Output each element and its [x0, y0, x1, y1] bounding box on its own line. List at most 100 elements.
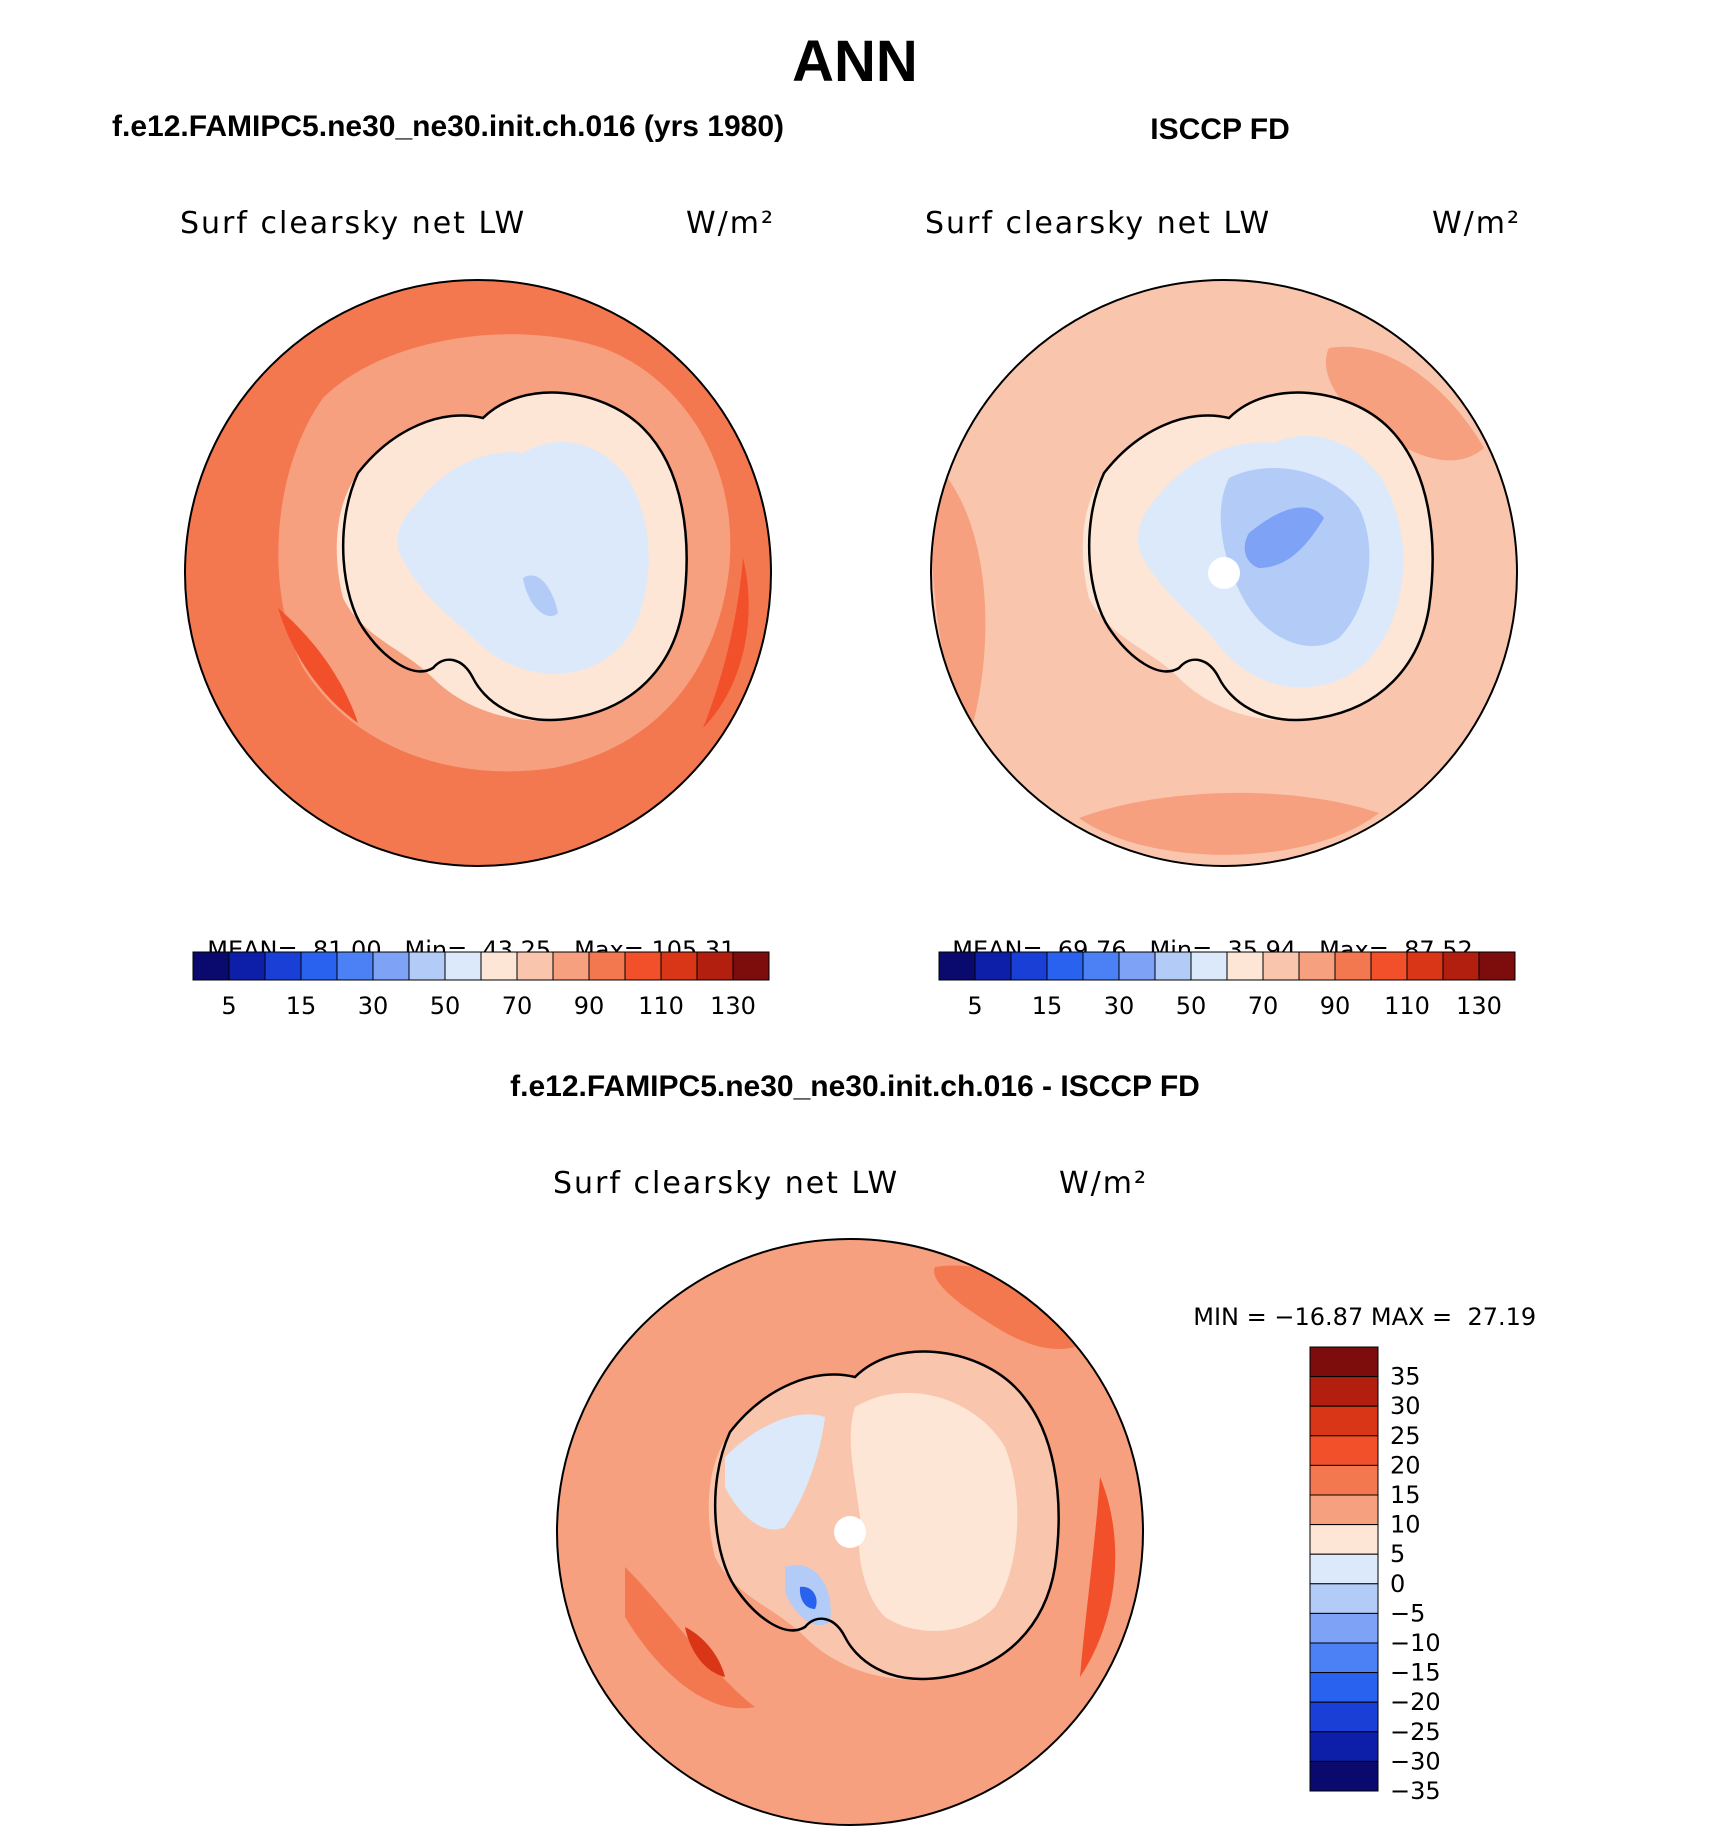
- obs-antarctica-outline: [1088, 391, 1434, 722]
- model-antarctica-interior: [397, 441, 649, 674]
- diff-interior-cool-west: [725, 1414, 825, 1530]
- diff-warm-patch-ne: [934, 1265, 1075, 1349]
- diff-colorbar-swatch: [1309, 1376, 1379, 1407]
- obs-warm-patch-s: [1079, 792, 1379, 855]
- model-colorbar-tick-label: 90: [574, 992, 605, 1020]
- model-warm-patch-east: [703, 558, 749, 728]
- model-colorbar-tick-label: 50: [430, 992, 461, 1020]
- diff-colorbar-tick-label: 10: [1390, 1511, 1421, 1539]
- obs-colorbar-tick-label: 5: [967, 992, 982, 1020]
- obs-colorbar-tick-label: 50: [1176, 992, 1207, 1020]
- diff-colorbar-swatch: [1309, 1553, 1379, 1585]
- obs-colorbar-swatch: [1442, 951, 1480, 981]
- model-polar-map: [184, 279, 772, 867]
- obs-colorbar-swatch: [1334, 951, 1372, 981]
- diff-interior-warm: [850, 1392, 1018, 1631]
- obs-colorbar: 5 15 30 50 70 90 110 130: [938, 951, 1516, 1020]
- diff-colorbar-swatch: [1309, 1731, 1379, 1762]
- obs-colorbar-swatch: [1082, 951, 1120, 981]
- obs-colorbar-swatch: [1406, 951, 1444, 981]
- diff-colorbar-swatch: [1309, 1583, 1379, 1614]
- diff-colorbar-tick-label: −5: [1390, 1599, 1425, 1627]
- diff-colorbar-tick-label: −25: [1390, 1718, 1441, 1746]
- diff-warm-patch-sw: [625, 1567, 755, 1709]
- model-units-label: W/m²: [686, 206, 776, 241]
- model-colorbar-swatch: [480, 951, 518, 981]
- model-colorbar-swatch: [336, 951, 374, 981]
- obs-variable-label: Surf clearsky net LW: [925, 206, 1272, 241]
- diff-colorbar-swatch: [1309, 1494, 1379, 1526]
- model-colorbar-swatch: [372, 951, 410, 981]
- obs-colorbar-swatch: [1262, 951, 1300, 981]
- diff-colorbar-tick-label: 5: [1390, 1540, 1405, 1568]
- diff-colorbar-swatch: [1309, 1760, 1379, 1792]
- diff-colorbar-swatch: [1309, 1346, 1379, 1378]
- model-colorbar-swatch: [660, 951, 698, 981]
- obs-units-label: W/m²: [1432, 206, 1522, 241]
- model-interior-low: [523, 575, 558, 617]
- obs-colorbar-tick-label: 110: [1384, 992, 1430, 1020]
- diff-colorbar-tick-label: −10: [1390, 1629, 1441, 1657]
- obs-panel-title: ISCCP FD: [1150, 113, 1290, 146]
- diff-min-label: MIN =: [1193, 1303, 1267, 1331]
- obs-colorbar-swatch: [938, 951, 976, 981]
- diff-min-value: −16.87: [1274, 1303, 1364, 1331]
- obs-interior-low: [1220, 468, 1370, 647]
- obs-colorbar-swatch: [1190, 951, 1228, 981]
- model-colorbar-tick-label: 30: [358, 992, 389, 1020]
- model-warm-patch-west: [278, 608, 358, 723]
- diff-colorbar-tick-label: 15: [1390, 1481, 1421, 1509]
- diff-colorbar-swatch: [1309, 1642, 1379, 1674]
- diff-stats: MIN = −16.87 MAX = 27.19: [1178, 1275, 1536, 1331]
- main-title: ANN: [792, 29, 918, 94]
- obs-colorbar-swatch: [1010, 951, 1048, 981]
- diff-colorbar-tick-label: −15: [1390, 1659, 1441, 1687]
- model-colorbar-swatch: [300, 951, 338, 981]
- diff-antarctica-outline: [714, 1350, 1060, 1681]
- diff-colorbar-swatch: [1309, 1672, 1379, 1703]
- diff-colorbar-tick-label: 25: [1390, 1422, 1421, 1450]
- model-colorbar-swatch: [516, 951, 554, 981]
- model-colorbar-swatch: [624, 951, 662, 981]
- model-colorbar-tick-label: 15: [286, 992, 317, 1020]
- model-panel-title: f.e12.FAMIPC5.ne30_ne30.init.ch.016 (yrs…: [112, 110, 784, 143]
- obs-interior-min: [1244, 507, 1324, 568]
- diff-colorbar-tick-label: 35: [1390, 1363, 1421, 1391]
- diff-colorbar-tick-label: −20: [1390, 1688, 1441, 1716]
- model-colorbar-swatch: [264, 951, 302, 981]
- diff-map-boundary: [556, 1238, 1144, 1826]
- diff-colorbar-tick-label: 20: [1390, 1451, 1421, 1479]
- diff-interior-min: [799, 1586, 817, 1609]
- obs-warm-patch-w: [931, 458, 986, 738]
- obs-colorbar-tick-label: 15: [1032, 992, 1063, 1020]
- obs-map-boundary: [930, 279, 1518, 867]
- diff-colorbar-tick-label: 0: [1390, 1570, 1405, 1598]
- model-colorbar-swatch: [696, 951, 734, 981]
- model-colorbar-swatch: [228, 951, 266, 981]
- obs-colorbar-swatch: [1298, 951, 1336, 981]
- model-colorbar: 5 15 30 50 70 90 110 130: [192, 951, 770, 1020]
- diff-max-value: 27.19: [1467, 1303, 1537, 1331]
- diff-colorbar-swatch: [1309, 1405, 1379, 1437]
- obs-pole-hole: [1208, 557, 1240, 589]
- model-colorbar-tick-label: 5: [221, 992, 236, 1020]
- model-colorbar-swatch: [192, 951, 230, 981]
- diff-colorbar-tick-label: −35: [1390, 1777, 1441, 1805]
- obs-colorbar-swatch: [974, 951, 1012, 981]
- obs-warm-patch-ne: [1325, 346, 1484, 461]
- model-map-boundary: [184, 279, 772, 867]
- model-variable-label: Surf clearsky net LW: [180, 206, 527, 241]
- diff-colorbar-tick-label: 30: [1390, 1392, 1421, 1420]
- diff-colorbar-swatch: [1309, 1524, 1379, 1555]
- obs-colorbar-tick-label: 130: [1456, 992, 1502, 1020]
- diff-panel-title: f.e12.FAMIPC5.ne30_ne30.init.ch.016 - IS…: [510, 1070, 1200, 1103]
- obs-colorbar-tick-label: 70: [1248, 992, 1279, 1020]
- diff-colorbar-swatch: [1309, 1435, 1379, 1466]
- model-antarctica-outline: [342, 391, 688, 722]
- diff-colorbar-swatch: [1309, 1612, 1379, 1644]
- diff-max-label: MAX =: [1370, 1303, 1453, 1331]
- diff-polar-map: [556, 1238, 1144, 1826]
- model-colorbar-swatch: [408, 951, 446, 981]
- obs-polar-map: [930, 279, 1518, 867]
